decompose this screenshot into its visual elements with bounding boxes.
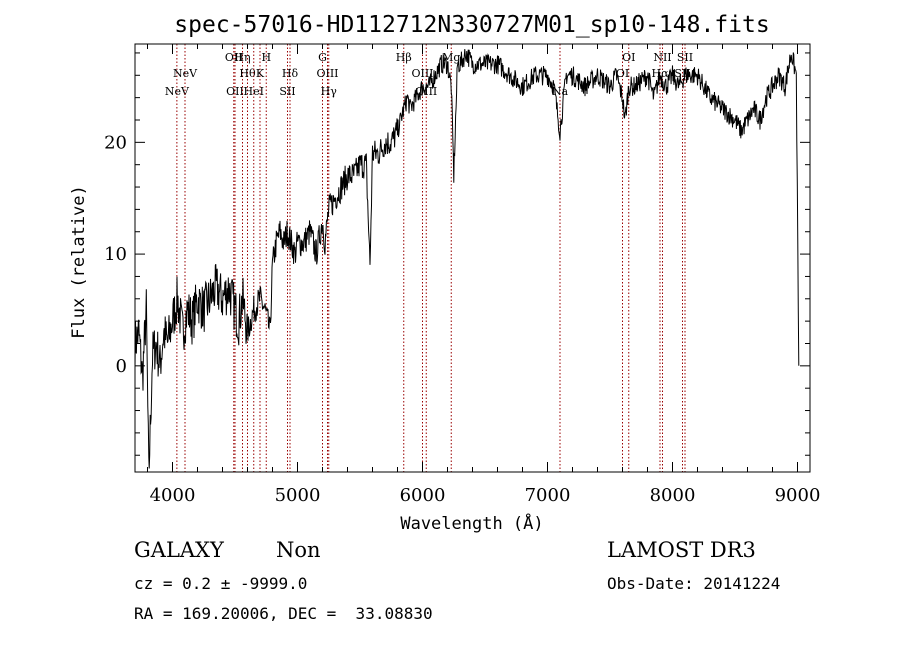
line-label: G bbox=[318, 51, 327, 64]
spectrum-line bbox=[135, 49, 800, 469]
axis-ticks: 4000 5000 6000 7000 8000 9000 0 10 20 bbox=[104, 44, 820, 506]
line-label: OI bbox=[616, 67, 629, 80]
class-label: GALAXY bbox=[134, 538, 224, 562]
y-tick-label: 20 bbox=[104, 132, 127, 153]
subclass-label: Non bbox=[276, 538, 321, 562]
line-label: Hα bbox=[651, 67, 669, 80]
line-label: OIII bbox=[316, 67, 338, 80]
coordinates-line: RA = 169.20006, DEC = 33.08830 bbox=[134, 604, 433, 623]
x-tick-label: 8000 bbox=[650, 485, 696, 506]
x-tick-label: 9000 bbox=[775, 485, 821, 506]
redshift-line: cz = 0.2 ± -9999.0 bbox=[134, 574, 308, 593]
line-label: HeI bbox=[244, 85, 264, 98]
line-label: OIII bbox=[411, 67, 433, 80]
line-label: Hθ bbox=[239, 67, 256, 80]
line-label: Mg bbox=[442, 51, 460, 64]
line-label: NII bbox=[653, 51, 671, 64]
line-label: NeV bbox=[165, 85, 190, 98]
chart-title: spec-57016-HD112712N330727M01_sp10-148.f… bbox=[174, 12, 769, 38]
spectrum-series bbox=[135, 49, 800, 469]
line-label: OII bbox=[225, 51, 243, 64]
line-label: NeV bbox=[173, 67, 198, 80]
y-tick-label: 10 bbox=[104, 244, 127, 265]
plot-frame bbox=[134, 43, 811, 473]
line-label: SII bbox=[279, 85, 295, 98]
obs-date-line: Obs-Date: 20141224 bbox=[607, 574, 781, 593]
line-label: K bbox=[256, 67, 265, 80]
y-tick-label: 0 bbox=[116, 356, 127, 377]
y-axis-label: Flux (relative) bbox=[69, 185, 89, 339]
line-label: Hβ bbox=[396, 51, 412, 64]
line-label: Hδ bbox=[282, 67, 299, 80]
line-label: H bbox=[261, 51, 271, 64]
x-tick-label: 4000 bbox=[150, 485, 196, 506]
x-tick-label: 6000 bbox=[400, 485, 446, 506]
x-axis-label: Wavelength (Å) bbox=[400, 512, 543, 534]
x-tick-label: 7000 bbox=[525, 485, 571, 506]
line-label: SII bbox=[677, 51, 693, 64]
line-label: Hη bbox=[234, 51, 250, 64]
survey-label: LAMOST DR3 bbox=[607, 538, 756, 562]
line-label: OII bbox=[226, 85, 244, 98]
line-label: OI bbox=[622, 51, 635, 64]
line-label: Hγ bbox=[321, 85, 338, 98]
x-tick-label: 5000 bbox=[275, 485, 321, 506]
